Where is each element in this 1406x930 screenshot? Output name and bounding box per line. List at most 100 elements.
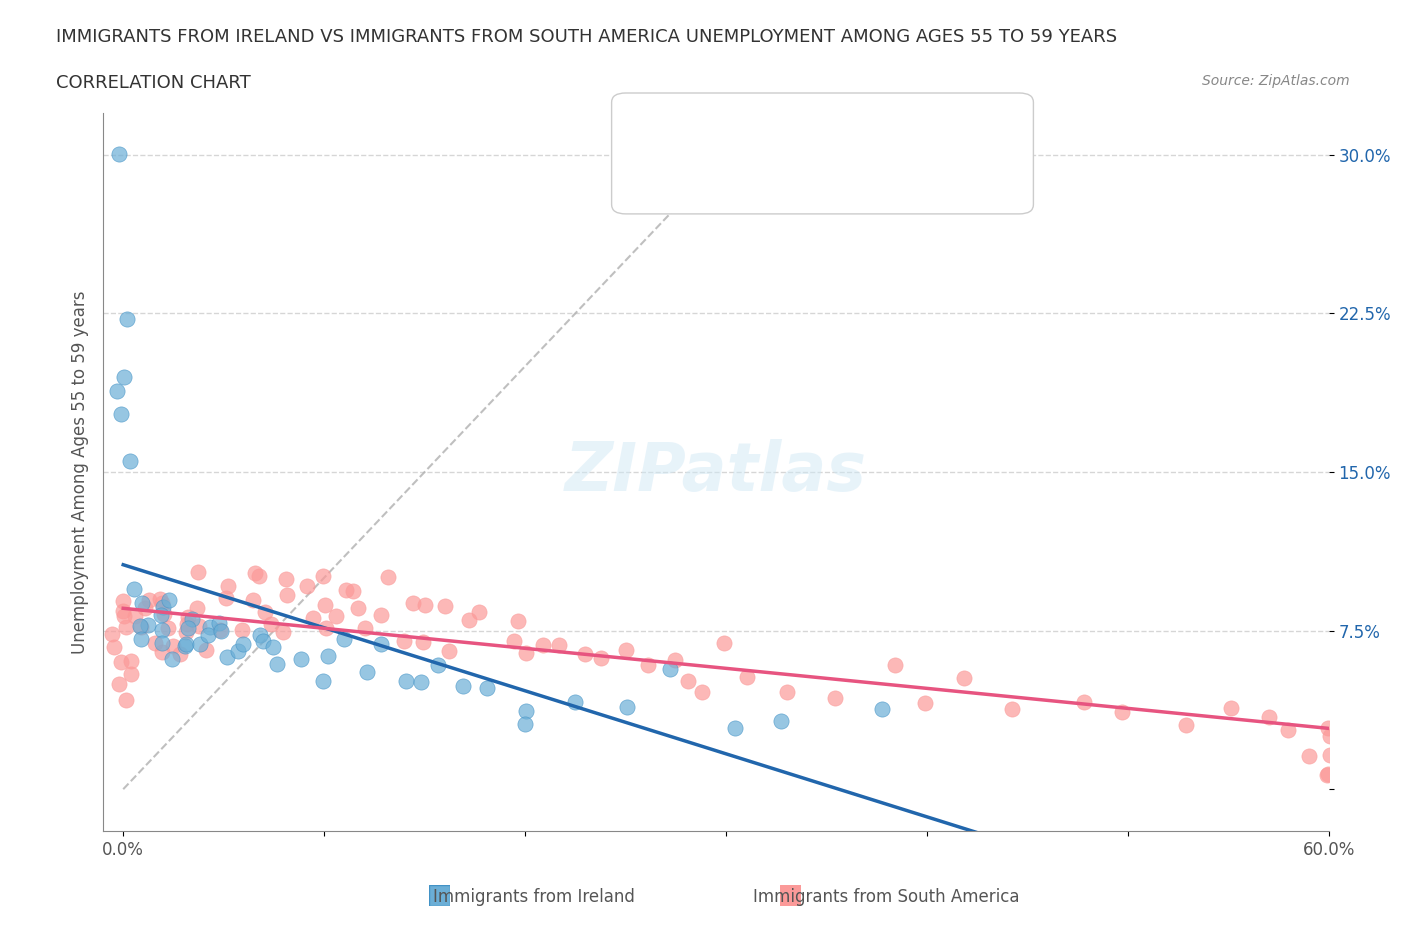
- Point: [884, 658, 907, 672]
- Point: [271, 624, 294, 639]
- Point: [824, 691, 846, 706]
- Point: [769, 714, 792, 729]
- Point: [411, 675, 433, 690]
- Point: [131, 619, 153, 634]
- Point: [118, 454, 141, 469]
- Point: [1316, 767, 1339, 782]
- Point: [508, 614, 530, 629]
- Point: [112, 593, 135, 608]
- Point: [110, 655, 132, 670]
- Point: [475, 680, 498, 695]
- Text: ZIPatlas: ZIPatlas: [565, 439, 868, 505]
- Point: [162, 652, 184, 667]
- Point: [312, 569, 335, 584]
- Point: [120, 667, 142, 682]
- Point: [150, 623, 173, 638]
- Point: [437, 644, 460, 658]
- Point: [134, 600, 156, 615]
- Point: [112, 369, 135, 384]
- Point: [260, 617, 283, 631]
- Point: [156, 621, 179, 636]
- Point: [952, 671, 974, 685]
- Point: [513, 716, 536, 731]
- Point: [150, 635, 173, 650]
- Point: [312, 673, 335, 688]
- Point: [231, 623, 253, 638]
- Point: [290, 651, 312, 666]
- Text: CORRELATION CHART: CORRELATION CHART: [56, 74, 252, 92]
- Text: Immigrants from Ireland: Immigrants from Ireland: [433, 888, 636, 906]
- Point: [103, 640, 125, 655]
- Point: [232, 636, 254, 651]
- Point: [1111, 705, 1133, 720]
- Point: [370, 607, 392, 622]
- Point: [302, 611, 325, 626]
- Point: [690, 684, 713, 699]
- Point: [1174, 717, 1197, 732]
- Point: [724, 721, 747, 736]
- Point: [1001, 701, 1024, 716]
- Point: [129, 631, 152, 646]
- Point: [394, 673, 416, 688]
- Point: [101, 627, 124, 642]
- Text: Source: ZipAtlas.com: Source: ZipAtlas.com: [1202, 74, 1350, 88]
- Point: [150, 596, 173, 611]
- Point: [187, 565, 209, 579]
- Point: [564, 695, 586, 710]
- Point: [143, 635, 166, 650]
- Point: [676, 673, 699, 688]
- Point: [713, 635, 735, 650]
- Point: [276, 588, 298, 603]
- Point: [243, 565, 266, 580]
- Point: [402, 596, 425, 611]
- Point: [214, 591, 236, 605]
- Point: [262, 639, 284, 654]
- Point: [162, 639, 184, 654]
- Point: [198, 619, 221, 634]
- Point: [157, 593, 180, 608]
- Point: [217, 578, 239, 593]
- Point: [115, 311, 138, 325]
- Point: [503, 633, 526, 648]
- Point: [197, 627, 219, 642]
- Point: [637, 658, 659, 672]
- Point: [413, 597, 436, 612]
- Point: [1317, 767, 1340, 782]
- Point: [1258, 710, 1281, 724]
- Point: [138, 618, 160, 632]
- Point: [316, 649, 339, 664]
- Point: [776, 684, 799, 699]
- Point: [356, 664, 378, 679]
- Point: [150, 644, 173, 659]
- Point: [176, 616, 198, 631]
- Point: [1319, 748, 1341, 763]
- Legend: R =  0.337    N = 52, R = -0.192    N = 94: R = 0.337 N = 52, R = -0.192 N = 94: [685, 108, 943, 180]
- Text: Immigrants from South America: Immigrants from South America: [752, 888, 1019, 906]
- Point: [315, 620, 337, 635]
- Point: [392, 634, 415, 649]
- Point: [253, 604, 276, 619]
- Point: [138, 592, 160, 607]
- Point: [1316, 721, 1339, 736]
- Point: [533, 637, 555, 652]
- Point: [169, 646, 191, 661]
- Point: [548, 638, 571, 653]
- Point: [149, 607, 172, 622]
- Point: [186, 601, 208, 616]
- Point: [114, 619, 136, 634]
- Point: [412, 634, 434, 649]
- Point: [266, 657, 288, 671]
- Point: [209, 624, 232, 639]
- Point: [152, 600, 174, 615]
- Point: [451, 678, 474, 693]
- Point: [468, 604, 491, 619]
- Point: [614, 643, 637, 658]
- Point: [347, 601, 370, 616]
- Point: [115, 693, 138, 708]
- Point: [209, 623, 232, 638]
- Point: [377, 569, 399, 584]
- Point: [194, 643, 217, 658]
- Point: [354, 621, 377, 636]
- Point: [181, 611, 204, 626]
- Point: [226, 644, 249, 658]
